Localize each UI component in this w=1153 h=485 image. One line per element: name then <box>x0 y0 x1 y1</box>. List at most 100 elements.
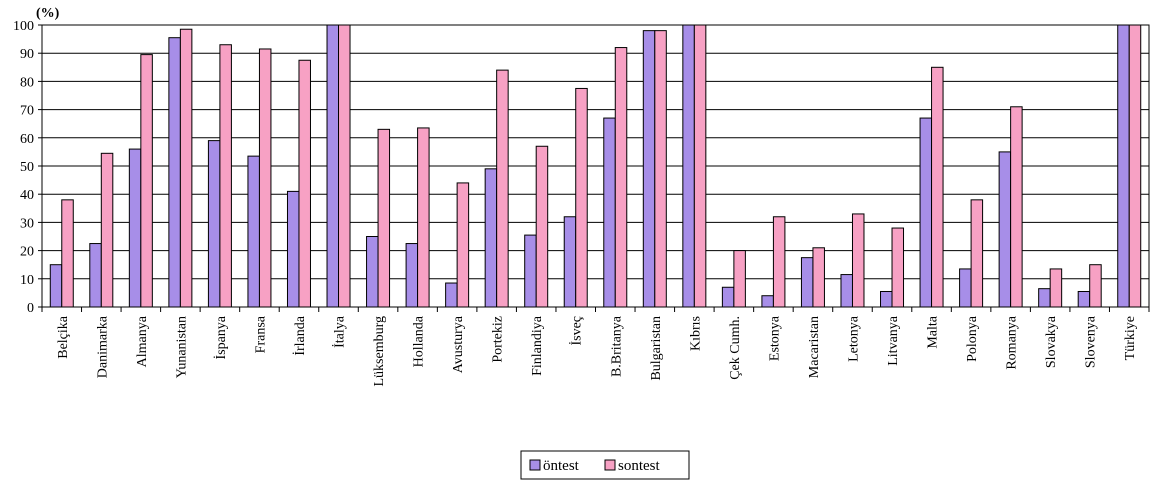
category-label: Belçika <box>56 315 71 359</box>
bar-sontest <box>179 28 193 308</box>
y-tick-label: 0 <box>27 301 34 316</box>
bar-öntest <box>642 30 656 308</box>
bar-sontest <box>970 199 984 308</box>
category-label: Litvanya <box>886 315 901 366</box>
bar-öntest <box>366 236 379 308</box>
bar-sontest <box>851 213 865 308</box>
category-label: Estonya <box>767 315 782 361</box>
category-label: Yunanistan <box>174 316 189 378</box>
category-label: Çek Cumh. <box>728 316 743 380</box>
legend: öntest sontest <box>520 450 690 480</box>
bar-sontest <box>1128 24 1142 308</box>
bar-öntest <box>1117 24 1130 308</box>
bar-sontest <box>1010 106 1023 308</box>
bar-öntest <box>880 290 893 308</box>
category-label: Lüksemburg <box>372 316 387 387</box>
y-tick-label: 80 <box>20 75 34 90</box>
bar-öntest <box>326 24 340 308</box>
bar-öntest <box>840 274 853 308</box>
category-label: Slovenya <box>1084 315 1099 368</box>
bar-öntest <box>207 140 221 308</box>
bar-sontest <box>772 216 786 308</box>
bar-sontest <box>100 152 114 308</box>
bar-sontest <box>377 128 391 308</box>
bar-sontest <box>931 66 944 308</box>
category-label: İsveç <box>569 316 585 346</box>
bar-sontest <box>1089 264 1102 308</box>
category-label: Macaristan <box>807 316 822 378</box>
y-tick-label: 60 <box>20 132 34 147</box>
bar-öntest <box>247 155 260 308</box>
bar-öntest <box>919 117 933 308</box>
y-tick-labels: 0 10 20 30 40 50 60 70 80 90 100 <box>13 19 34 316</box>
bar-öntest <box>682 24 695 308</box>
bar-sontest <box>733 250 746 308</box>
bar-öntest <box>445 282 458 308</box>
category-label: İrlanda <box>292 315 308 355</box>
category-label: Fransa <box>253 315 268 353</box>
y-tick-label: 100 <box>13 19 34 34</box>
bar-öntest <box>405 243 419 308</box>
bar-öntest <box>1038 288 1051 308</box>
bars <box>49 24 1142 308</box>
bar-sontest <box>1049 268 1063 308</box>
category-label: Bulgaristan <box>649 316 664 381</box>
bar-öntest <box>998 151 1012 308</box>
category-label: Danimarka <box>95 315 110 378</box>
axes <box>38 24 1150 312</box>
bar-öntest <box>1077 290 1091 308</box>
bar-sontest <box>535 145 549 308</box>
category-label: Romanya <box>1005 315 1020 369</box>
bar-sontest <box>417 127 430 308</box>
y-tick-label: 40 <box>20 188 34 203</box>
legend-label-sontest: sontest <box>618 458 661 474</box>
y-tick-label: 90 <box>20 47 34 62</box>
bar-öntest <box>563 216 577 308</box>
bar-sontest <box>219 44 232 308</box>
y-axis-unit-label: (%) <box>36 6 60 21</box>
legend-swatch-sontest <box>604 459 616 471</box>
bar-sontest <box>812 247 825 308</box>
bar-sontest <box>496 69 509 308</box>
legend-swatch-öntest <box>529 459 541 471</box>
y-tick-label: 30 <box>20 216 34 231</box>
category-label: Türkiye <box>1123 316 1138 360</box>
bar-sontest <box>693 24 707 308</box>
y-tick-label: 20 <box>20 245 34 260</box>
category-label: Malta <box>926 315 941 348</box>
bar-sontest <box>298 59 311 308</box>
bar-öntest <box>524 234 537 308</box>
bar-sontest <box>891 227 905 308</box>
y-tick-label: 10 <box>20 273 34 288</box>
category-label: Portekiz <box>491 316 506 363</box>
category-label: Finlandiya <box>530 315 545 376</box>
bar-sontest <box>614 47 628 308</box>
bar-sontest <box>140 54 153 308</box>
category-label: Almanya <box>135 315 150 367</box>
bar-sontest <box>654 30 667 308</box>
bar-öntest <box>89 243 102 308</box>
bar-sontest <box>575 87 588 308</box>
bar-öntest <box>800 257 814 308</box>
category-label: Letonya <box>846 315 861 362</box>
y-tick-label: 50 <box>20 160 34 175</box>
category-label: Kıbrıs <box>688 316 703 351</box>
bar-öntest <box>761 295 774 308</box>
bar-sontest <box>338 24 351 308</box>
bar-öntest <box>128 148 142 308</box>
legend-label-öntest: öntest <box>543 458 580 474</box>
category-label: B.Britanya <box>609 315 624 377</box>
y-tick-label: 70 <box>20 104 34 119</box>
bar-öntest <box>959 268 972 308</box>
bar-öntest <box>286 190 300 308</box>
bar-öntest <box>168 37 181 308</box>
category-label: Polonya <box>965 315 980 362</box>
category-label: Avusturya <box>451 315 466 373</box>
bar-öntest <box>603 117 616 308</box>
bar-sontest <box>456 182 470 308</box>
category-label: İspanya <box>213 315 229 359</box>
category-label: Slovakya <box>1044 315 1059 368</box>
category-label: İtalya <box>332 315 348 348</box>
bar-öntest <box>721 286 735 308</box>
